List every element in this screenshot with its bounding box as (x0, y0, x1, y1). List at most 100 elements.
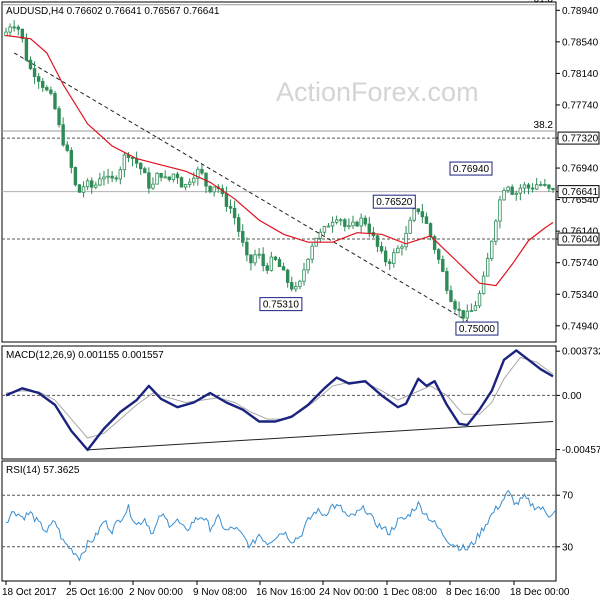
price-chart-title: AUDUSD,H4 0.76602 0.76641 0.76567 0.7664… (6, 6, 220, 17)
candle-body (65, 144, 69, 151)
trend-line (13, 52, 468, 322)
candle-body (428, 223, 433, 237)
candle-body (212, 186, 216, 193)
candle-body (396, 247, 400, 254)
candle-body (494, 220, 498, 242)
candle-body (106, 175, 110, 178)
candle-body (302, 269, 306, 282)
candle-body (81, 186, 86, 193)
candle-body (526, 184, 531, 189)
axis-layer: 0.78940 0.78540 0.78140 0.77740 0.77320 0.769… (2, 6, 600, 598)
candle-body (477, 293, 482, 307)
candle-body (551, 187, 555, 191)
macd-line (5, 349, 554, 452)
candle-body (367, 223, 372, 233)
candle-body (163, 176, 167, 179)
candle-body (445, 271, 449, 291)
candle-body (257, 253, 261, 256)
candle-body (330, 221, 335, 227)
candle-body (147, 172, 151, 189)
candle-body (69, 150, 74, 168)
candle-body (518, 187, 523, 194)
y-label-box (557, 232, 600, 246)
candle-body (175, 173, 180, 179)
candle-body (57, 108, 61, 126)
candle-body (412, 208, 416, 221)
macd-chart-title: MACD(12,26,9) 0.001155 0.001557 (6, 350, 164, 361)
candle-body (236, 217, 241, 232)
candle-body (167, 176, 171, 180)
x-tick-label: 18 Dec 00:00 (510, 587, 570, 598)
candle-body (379, 246, 384, 252)
candle-body (277, 259, 282, 268)
macd-y-tick-label: 0.00 (562, 391, 582, 402)
candle-body (245, 241, 249, 256)
candle-body (208, 185, 212, 193)
candle-body (281, 266, 286, 271)
price-y-tick-label: 0.75740 (562, 258, 599, 269)
x-tick-label: 8 Dec 16:00 (446, 587, 500, 598)
candle-body (159, 172, 163, 178)
price-annotation-label: 0.76940 (453, 164, 490, 175)
candle-body (530, 187, 535, 190)
candle-body (102, 176, 106, 180)
candle-body (12, 26, 16, 29)
candle-body (543, 184, 547, 186)
candle-body (41, 80, 45, 88)
candle-body (437, 249, 441, 260)
candle-body (294, 286, 298, 290)
candle-body (36, 76, 41, 82)
price-y-tick-label: 0.78140 (562, 69, 599, 80)
rsi-line (5, 489, 556, 562)
candle-body (32, 68, 37, 77)
candle-body (461, 310, 465, 319)
price-layer: 61.8 38.2 0.75310 0.75000 0.76520 0.76940 (2, 0, 556, 336)
candle-body (196, 168, 200, 179)
candle-body (453, 301, 457, 310)
candle-body (151, 183, 155, 189)
candle-body (94, 184, 98, 188)
macd-y-tick-label: 0.003732 (562, 347, 600, 358)
candle-body (326, 225, 331, 228)
price-y-tick-label: 0.75340 (562, 290, 599, 301)
y-label-box (557, 185, 600, 199)
current-price-label: 0.76641 (562, 187, 599, 198)
candle-body (98, 178, 102, 186)
candle-body (310, 245, 314, 260)
x-tick-label: 18 Oct 2017 (2, 587, 57, 598)
candle-body (424, 216, 429, 224)
moving-average-line (5, 34, 554, 287)
price-y-tick-label: 0.76540 (562, 195, 599, 206)
candle-body (269, 256, 274, 271)
rsi-layer (2, 489, 556, 562)
candle-body (339, 219, 343, 222)
candle-body (334, 219, 339, 223)
x-tick-label: 9 Nov 08:00 (193, 587, 247, 598)
price-y-tick-label: 0.76140 (562, 227, 599, 238)
macd-y-tick-label: -0.004576 (562, 445, 600, 456)
y-label-box (557, 131, 600, 145)
macd-panel-frame (1, 345, 557, 460)
candle-body (363, 217, 367, 225)
candle-body (85, 180, 90, 188)
candle-body (383, 250, 388, 263)
macd-trend-line (87, 420, 554, 451)
macd-layer (2, 349, 556, 452)
candle-body (290, 282, 294, 290)
candle-body (200, 168, 204, 174)
candle-body (122, 154, 127, 171)
candle-body (432, 236, 437, 251)
candle-body (392, 252, 396, 264)
price-annotation-label: 0.76520 (376, 197, 413, 208)
candle-body (183, 184, 188, 188)
candle-body (20, 28, 25, 40)
candle-body (420, 211, 425, 218)
candle-body (539, 184, 543, 186)
candle-body (522, 184, 527, 189)
candle-body (171, 173, 176, 180)
candle-body (228, 206, 233, 209)
candle-body (61, 124, 65, 146)
rsi-y-tick-label: 30 (562, 542, 574, 553)
candle-body (469, 310, 474, 313)
